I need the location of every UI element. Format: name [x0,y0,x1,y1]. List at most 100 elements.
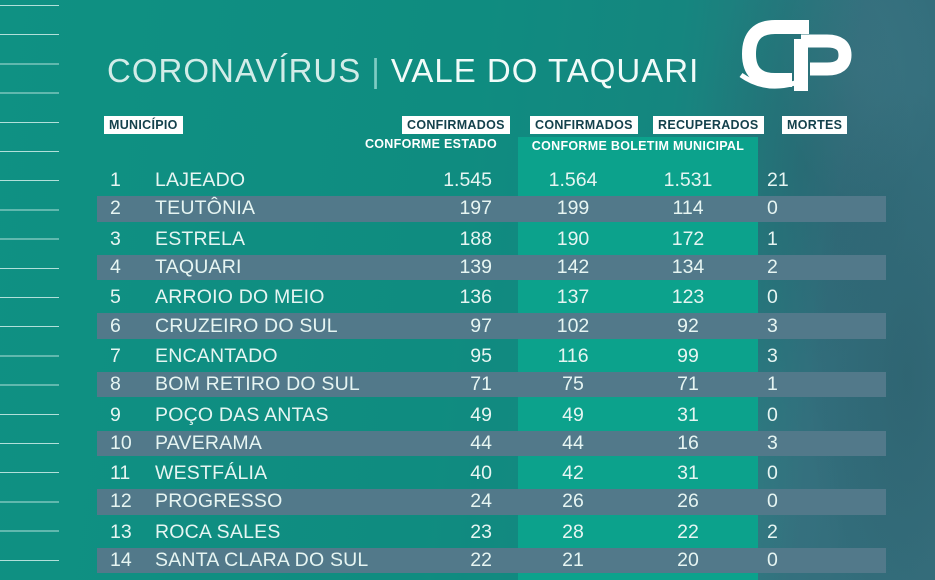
confirmed-state-cell: 139 [459,256,492,279]
column-header-confirmed-state: CONFIRMADOS [402,116,510,134]
recovered-cell: 1.531 [663,169,713,192]
confirmed-municipal-cell: 199 [556,197,590,220]
column-subheader-municipal-source: CONFORME BOLETIM MUNICIPAL [531,139,745,153]
confirmed-municipal-cell: 49 [562,403,584,426]
recovered-cell: 123 [671,286,705,309]
table-row: 12 PROGRESSO 24 26 26 0 [97,488,886,517]
rank-cell: 7 [110,344,121,367]
rank-cell: 3 [110,227,121,250]
confirmed-state-cell: 23 [470,520,492,543]
confirmed-state-cell: 95 [470,344,492,367]
deaths-cell: 21 [767,169,789,192]
recovered-cell: 16 [677,431,699,454]
confirmed-state-cell: 49 [470,403,492,426]
table-row: 7 ENCANTADO 95 116 99 3 [97,342,886,371]
table-row: 5 ARROIO DO MEIO 136 137 123 0 [97,283,886,312]
recovered-cell: 71 [677,373,699,396]
municipality-name-cell: TEUTÔNIA [155,197,256,220]
table-row: 8 BOM RETIRO DO SUL 71 75 71 1 [97,371,886,400]
confirmed-state-cell: 71 [470,373,492,396]
rank-cell: 4 [110,256,121,279]
municipality-name-cell: WESTFÁLIA [155,462,268,485]
confirmed-state-cell: 197 [459,197,492,220]
deaths-cell: 0 [767,286,778,309]
confirmed-municipal-cell: 26 [562,490,584,513]
confirmed-state-cell: 24 [470,490,492,513]
deaths-cell: 0 [767,462,778,485]
recovered-cell: 172 [671,227,705,250]
recovered-cell: 26 [677,490,699,513]
table-row: 14 SANTA CLARA DO SUL 22 21 20 0 [97,547,886,576]
confirmed-municipal-cell: 28 [562,520,584,543]
rank-cell: 8 [110,373,121,396]
rank-cell: 1 [110,169,121,192]
column-subheader-state-source: CONFORME ESTADO [364,137,497,151]
municipality-name-cell: LAJEADO [155,169,246,192]
confirmed-municipal-cell: 137 [556,286,590,309]
deaths-cell: 3 [767,314,778,337]
deaths-cell: 0 [767,490,778,513]
confirmed-municipal-cell: 75 [562,373,584,396]
municipality-name-cell: ENCANTADO [155,344,278,367]
rank-cell: 12 [110,490,132,513]
table-row: 10 PAVERAMA 44 44 16 3 [97,430,886,459]
table-row: 9 POÇO DAS ANTAS 49 49 31 0 [97,400,886,429]
recovered-cell: 92 [677,314,699,337]
deaths-cell: 1 [767,373,778,396]
table-row: 11 WESTFÁLIA 40 42 31 0 [97,459,886,488]
rank-cell: 10 [110,431,132,454]
recovered-cell: 20 [677,549,699,571]
confirmed-state-cell: 22 [470,549,492,571]
column-header-recovered: RECUPERADOS [653,116,764,134]
title-coronavirus: CORONAVÍRUS [107,52,362,89]
municipality-name-cell: POÇO DAS ANTAS [155,403,329,426]
deaths-cell: 2 [767,256,778,279]
recovered-cell: 31 [677,462,699,485]
municipality-name-cell: TAQUARI [155,256,242,279]
table-row: 4 TAQUARI 139 142 134 2 [97,254,886,283]
deaths-cell: 0 [767,197,778,220]
rank-cell: 9 [110,403,121,426]
confirmed-state-cell: 136 [459,286,492,309]
column-header-confirmed-municipal: CONFIRMADOS [530,116,638,134]
municipality-table: 1 LAJEADO 1.545 1.564 1.531 21 2 TEUTÔNI… [97,166,886,576]
recovered-cell: 134 [671,256,705,279]
column-header-deaths: MORTES [782,116,848,134]
column-header-municipio: MUNICÍPIO [104,116,183,134]
table-row: 2 TEUTÔNIA 197 199 114 0 [97,195,886,224]
recovered-cell: 99 [677,344,699,367]
notebook-edge-lines [0,5,59,577]
municipality-name-cell: ESTRELA [155,227,246,250]
municipality-name-cell: SANTA CLARA DO SUL [155,549,369,571]
gp-logo [737,17,855,95]
confirmed-state-cell: 1.545 [443,169,492,192]
recovered-cell: 22 [677,520,699,543]
municipality-name-cell: PAVERAMA [155,431,263,454]
confirmed-municipal-cell: 116 [557,344,589,367]
title-divider: | [371,52,381,89]
recovered-cell: 114 [672,197,704,220]
deaths-cell: 3 [767,344,778,367]
table-row: 3 ESTRELA 188 190 172 1 [97,225,886,254]
confirmed-municipal-cell: 42 [562,462,584,485]
rank-cell: 13 [110,520,132,543]
confirmed-state-cell: 44 [470,431,492,454]
municipality-name-cell: ROCA SALES [155,520,281,543]
confirmed-state-cell: 40 [470,462,492,485]
confirmed-municipal-cell: 190 [556,227,590,250]
table-row: 1 LAJEADO 1.545 1.564 1.531 21 [97,166,886,195]
deaths-cell: 2 [767,520,778,543]
confirmed-state-cell: 188 [459,227,492,250]
municipality-name-cell: PROGRESSO [155,490,283,513]
rank-cell: 14 [110,549,132,571]
deaths-cell: 0 [767,549,778,571]
table-row: 6 CRUZEIRO DO SUL 97 102 92 3 [97,312,886,341]
confirmed-municipal-cell: 1.564 [548,169,598,192]
confirmed-state-cell: 97 [470,314,492,337]
deaths-cell: 1 [767,227,778,250]
confirmed-municipal-cell: 21 [562,549,584,571]
deaths-cell: 0 [767,403,778,426]
rank-cell: 2 [110,197,121,220]
confirmed-municipal-cell: 142 [556,256,590,279]
rank-cell: 6 [110,314,121,337]
